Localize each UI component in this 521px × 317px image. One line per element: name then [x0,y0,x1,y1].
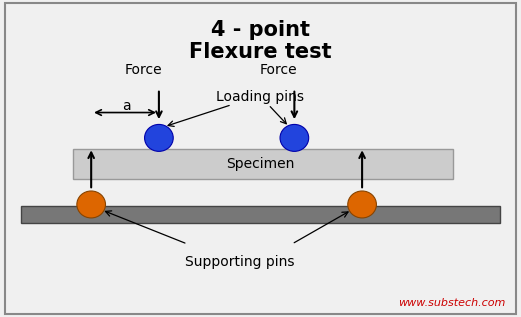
Text: Specimen: Specimen [226,157,295,171]
Ellipse shape [280,125,308,152]
Text: 4 - point: 4 - point [211,20,310,40]
Text: a: a [122,99,130,113]
Text: Force: Force [260,63,297,77]
Ellipse shape [144,125,173,152]
Bar [21,206,500,223]
Bar [73,149,453,179]
Ellipse shape [77,191,105,218]
Text: Force: Force [125,63,162,77]
Text: www.substech.com: www.substech.com [398,298,505,308]
Ellipse shape [348,191,376,218]
Text: Supporting pins: Supporting pins [185,255,294,268]
Text: Flexure test: Flexure test [189,42,332,62]
Text: Loading pins: Loading pins [217,90,304,104]
